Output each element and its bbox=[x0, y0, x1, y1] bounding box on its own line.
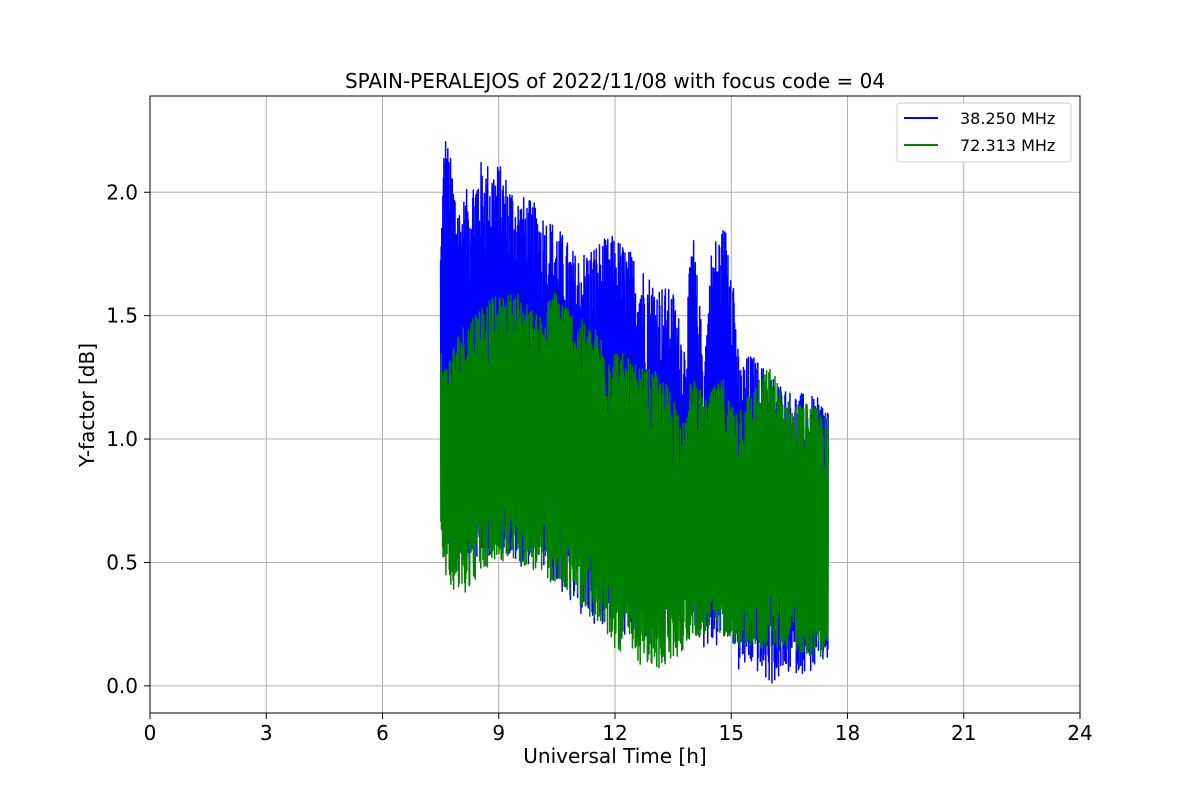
legend-label-72313: 72.313 MHz bbox=[960, 136, 1055, 155]
plot-area bbox=[439, 140, 829, 684]
y-tick-label: 1.5 bbox=[106, 304, 138, 328]
x-tick-label: 0 bbox=[144, 721, 157, 745]
legend-label-38250: 38.250 MHz bbox=[960, 109, 1055, 128]
axis-ticks: 0 3 6 9 12 15 18 21 24 0.0 0.5 1.0 1.5 2.0 bbox=[106, 180, 1093, 745]
x-tick-label: 6 bbox=[376, 721, 389, 745]
legend: 38.250 MHz 72.313 MHz bbox=[896, 102, 1072, 163]
legend-box bbox=[896, 102, 1072, 163]
y-tick-label: 2.0 bbox=[106, 180, 138, 204]
chart-title: SPAIN-PERALEJOS of 2022/11/08 with focus… bbox=[345, 69, 885, 93]
x-tick-label: 3 bbox=[260, 721, 273, 745]
x-tick-label: 18 bbox=[835, 721, 860, 745]
y-tick-label: 1.0 bbox=[106, 427, 138, 451]
y-tick-label: 0.0 bbox=[106, 674, 138, 698]
x-tick-label: 12 bbox=[602, 721, 627, 745]
series-line-1 bbox=[439, 292, 829, 669]
x-tick-label: 15 bbox=[719, 721, 744, 745]
x-tick-label: 24 bbox=[1067, 721, 1092, 745]
y-tick-label: 0.5 bbox=[106, 550, 138, 574]
x-tick-label: 21 bbox=[951, 721, 976, 745]
y-axis-label: Y-factor [dB] bbox=[75, 343, 99, 468]
x-axis-label: Universal Time [h] bbox=[523, 744, 706, 768]
x-tick-label: 9 bbox=[492, 721, 505, 745]
